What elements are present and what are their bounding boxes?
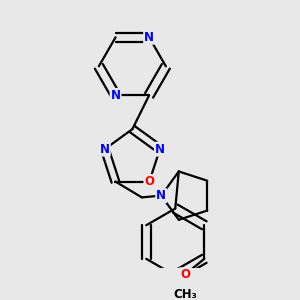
Text: N: N: [155, 142, 165, 156]
Text: N: N: [111, 89, 121, 102]
Text: CH₃: CH₃: [173, 288, 197, 300]
Text: O: O: [180, 268, 190, 281]
Text: N: N: [144, 31, 154, 44]
Text: N: N: [100, 142, 110, 156]
Text: O: O: [144, 175, 154, 188]
Text: N: N: [156, 189, 166, 202]
